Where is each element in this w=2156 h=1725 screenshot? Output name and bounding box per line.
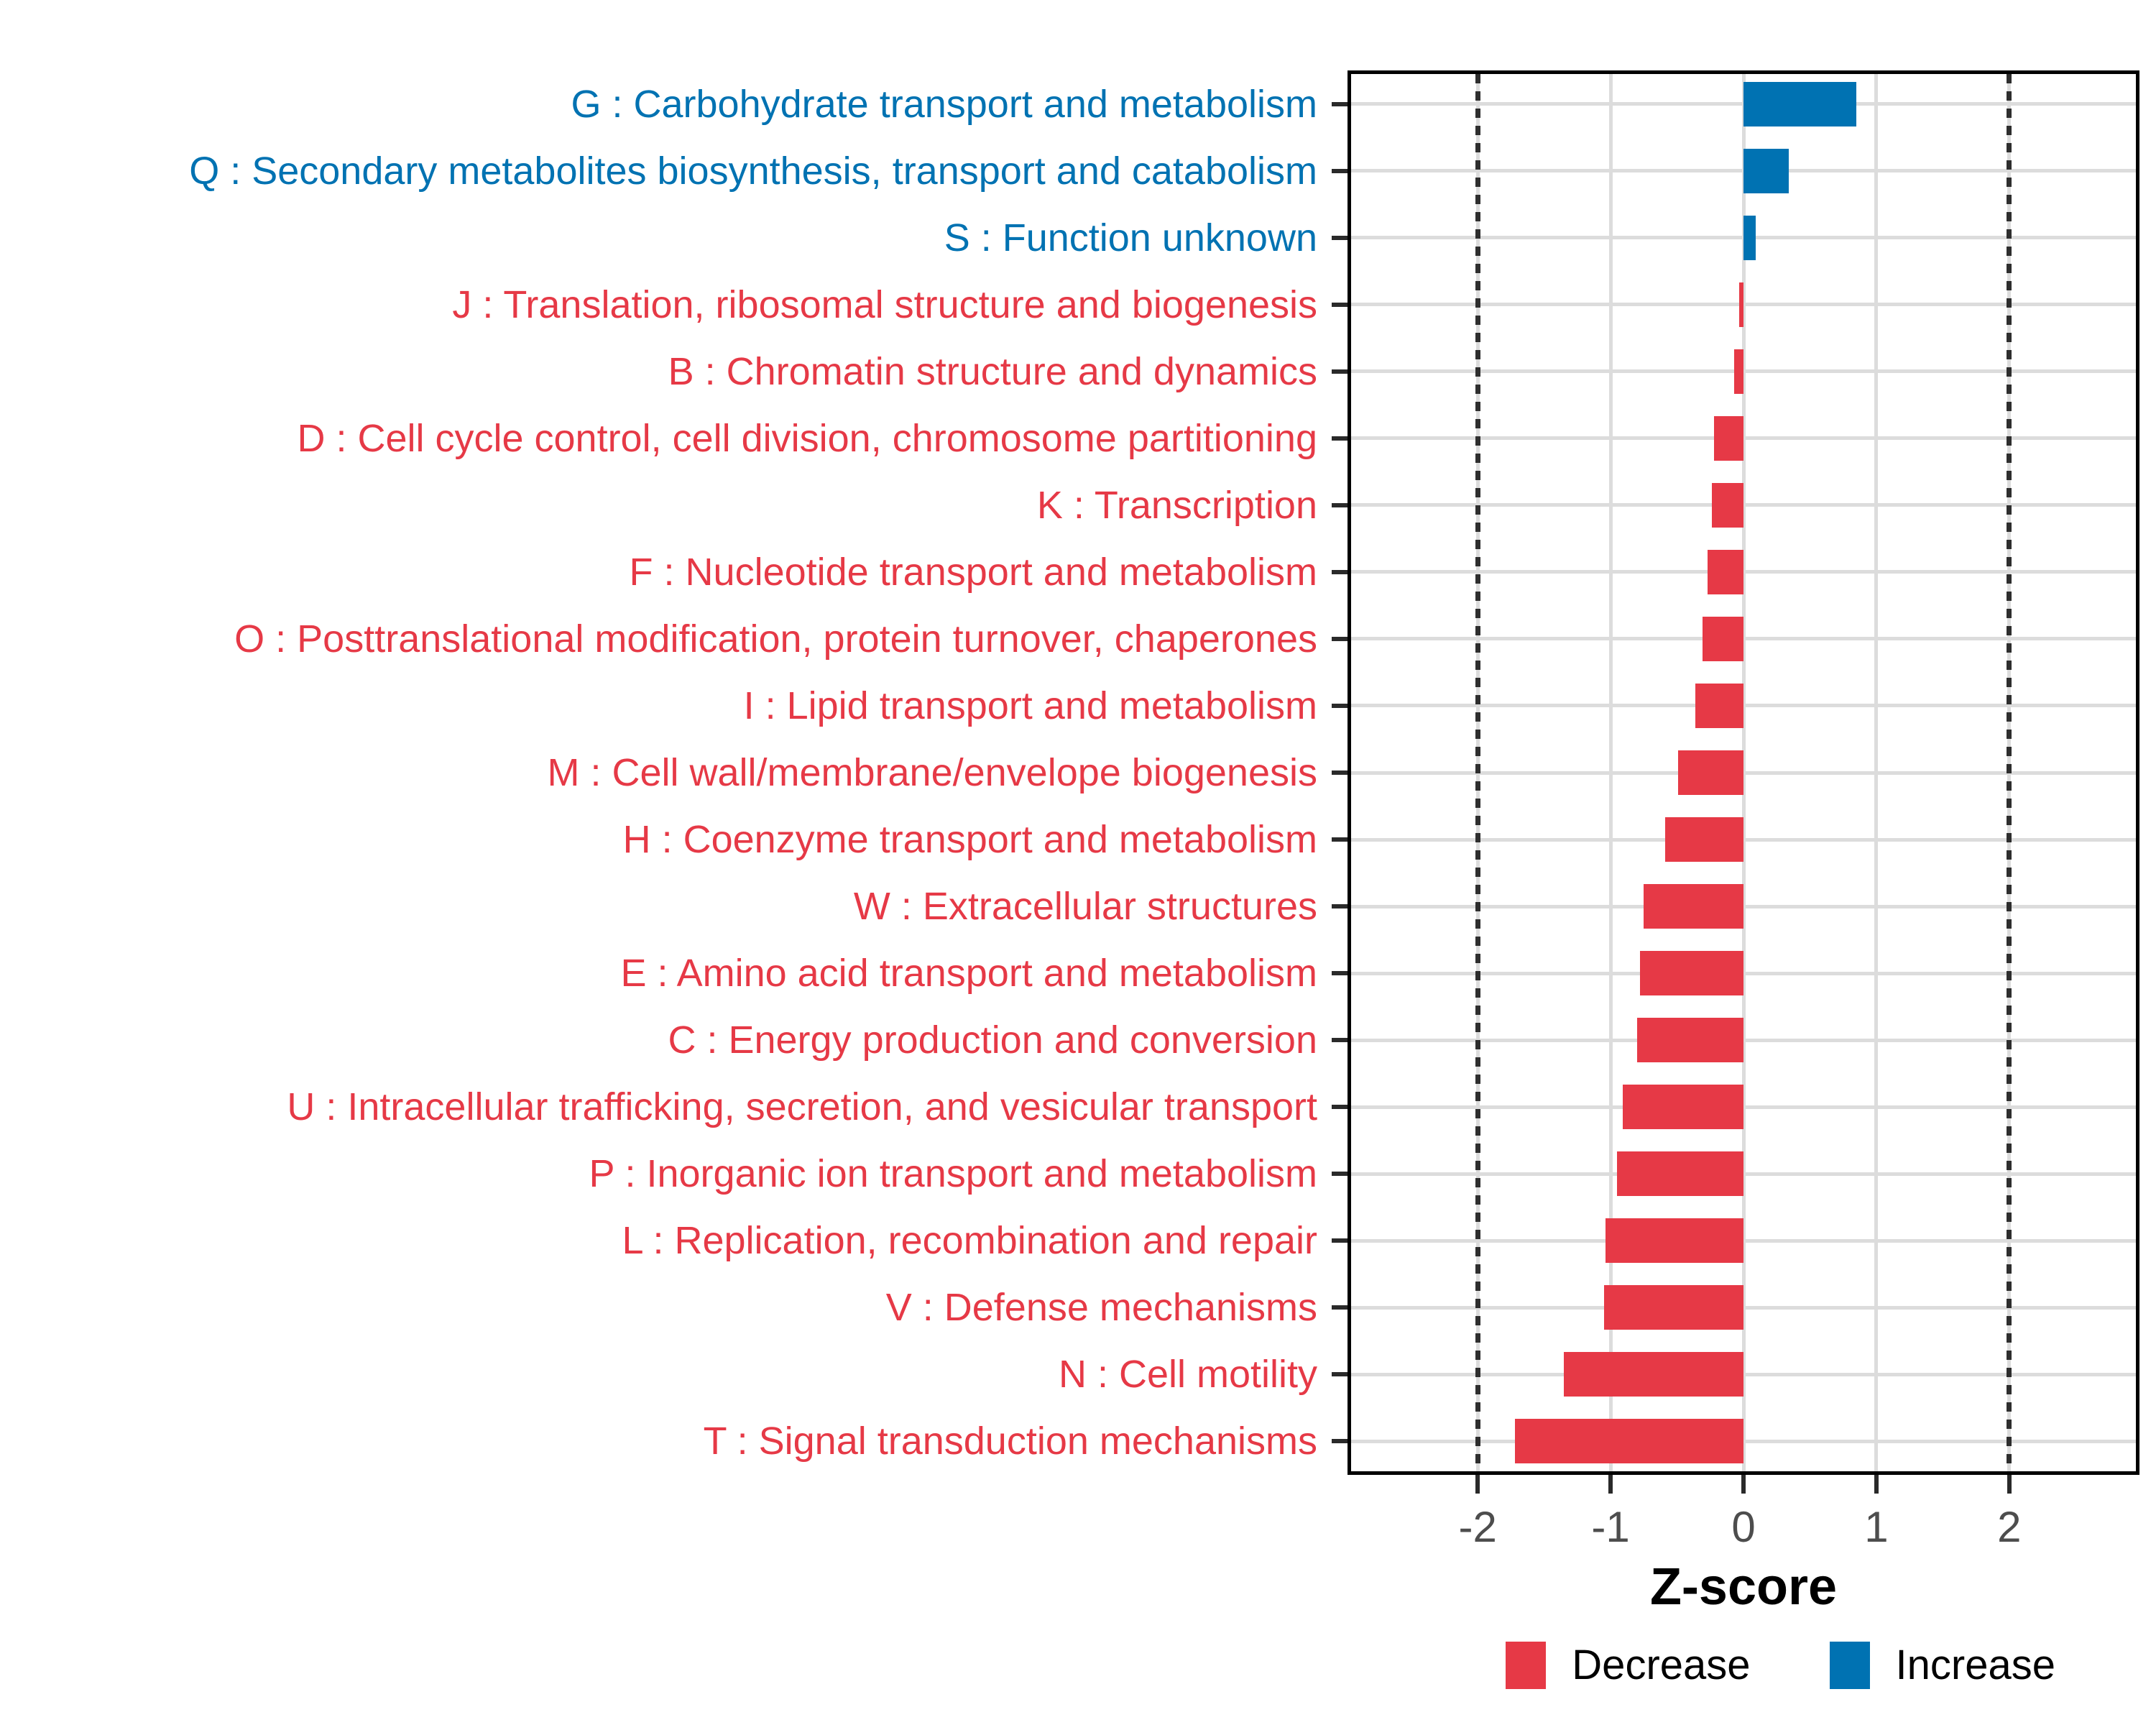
category-label: Q : Secondary metabolites biosynthesis, … [189,149,1317,193]
category-label: J : Translation, ribosomal structure and… [452,282,1317,326]
y-tick [1332,904,1348,909]
y-tick [1332,703,1348,708]
x-tick-label: 0 [1731,1503,1756,1551]
bar [1617,1151,1743,1197]
bar [1711,482,1743,528]
x-tick [1475,1475,1480,1494]
y-tick [1332,1105,1348,1110]
bar [1708,549,1743,594]
category-label: P : Inorganic ion transport and metaboli… [589,1152,1317,1196]
category-label: B : Chromatin structure and dynamics [668,349,1317,393]
bar [1664,817,1743,862]
bar [1739,282,1743,327]
y-tick [1332,1038,1348,1043]
x-axis-title: Z-score [1649,1558,1838,1616]
x-tick [2007,1475,2012,1494]
category-label: T : Signal transduction mechanisms [703,1420,1317,1463]
bar [1622,1085,1743,1130]
category-label: W : Extracellular structures [853,885,1317,929]
bar [1644,884,1743,929]
bar [1514,1419,1743,1464]
y-tick [1332,971,1348,976]
category-label: S : Function unknown [944,216,1317,259]
category-label: M : Cell wall/membrane/envelope biogenes… [547,751,1317,794]
bar [1695,683,1743,728]
category-label: K : Transcription [1036,483,1317,527]
y-tick [1332,1305,1348,1310]
grid-line-vertical [1874,74,1879,1471]
legend-item-increase: Increase [1829,1642,2055,1689]
category-label: O : Posttranslational modification, prot… [234,617,1317,661]
x-tick-label: 2 [1997,1503,2022,1551]
y-tick [1332,1172,1348,1177]
x-tick-label: -2 [1458,1503,1497,1551]
y-tick [1332,168,1348,173]
y-tick [1332,436,1348,441]
category-label: D : Cell cycle control, cell division, c… [297,416,1317,460]
bar [1743,148,1789,193]
legend-label-increase: Increase [1895,1642,2055,1688]
legend-key-decrease-swatch [1506,1642,1547,1689]
bar [1743,81,1857,126]
legend-item-decrease: Decrease [1506,1642,1751,1689]
category-label: E : Amino acid transport and metabolism [620,952,1317,995]
legend-key-increase-swatch [1829,1642,1870,1689]
dotted-reference-line [2007,74,2012,1471]
bar [1734,349,1743,394]
x-tick [1874,1475,1879,1494]
y-tick [1332,101,1348,106]
bar [1714,415,1743,461]
category-label: H : Coenzyme transport and metabolism [622,818,1317,862]
bar [1637,1018,1743,1063]
category-label: V : Defense mechanisms [885,1286,1317,1330]
legend: Decrease Increase [1506,1642,2055,1689]
y-tick [1332,302,1348,307]
x-tick [1608,1475,1613,1494]
x-tick-label: -1 [1591,1503,1630,1551]
y-tick [1332,1439,1348,1444]
legend-label-decrease: Decrease [1572,1642,1751,1688]
bar [1603,1285,1743,1330]
bar [1702,616,1743,661]
y-tick [1332,1238,1348,1243]
grid-line-vertical [1741,74,1746,1471]
category-label: G : Carbohydrate transport and metabolis… [571,82,1318,126]
y-tick [1332,369,1348,374]
grid-line-vertical [1608,74,1613,1471]
y-tick [1332,636,1348,641]
dotted-reference-line [1475,74,1480,1471]
x-tick-label: 1 [1864,1503,1889,1551]
category-label: N : Cell motility [1058,1353,1317,1397]
category-label: I : Lipid transport and metabolism [743,684,1317,727]
bar [1564,1352,1743,1397]
plot-panel [1348,70,2139,1475]
category-label: L : Replication, recombination and repai… [622,1219,1317,1263]
y-tick [1332,770,1348,775]
category-label: U : Intracellular trafficking, secretion… [287,1085,1317,1129]
y-tick [1332,502,1348,507]
y-tick [1332,1372,1348,1377]
y-tick [1332,235,1348,240]
y-tick [1332,837,1348,842]
category-label: C : Energy production and conversion [668,1018,1317,1062]
y-tick [1332,569,1348,574]
bar [1605,1218,1743,1264]
x-tick [1741,1475,1746,1494]
bar [1639,951,1743,996]
category-label: F : Nucleotide transport and metabolism [629,550,1317,594]
bar [1743,215,1756,260]
bar [1678,750,1743,795]
